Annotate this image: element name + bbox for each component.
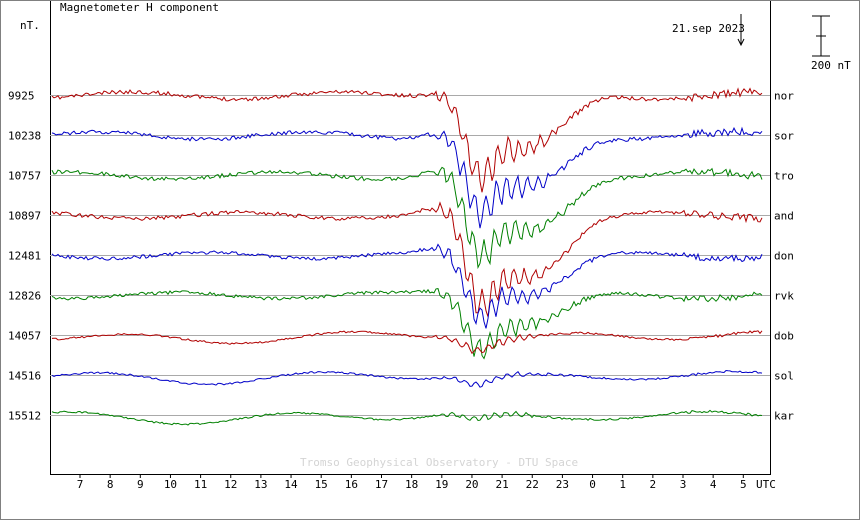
station-kar: kar: [774, 410, 794, 423]
plot-area: [50, 0, 771, 475]
trace-nor: [51, 87, 763, 193]
x-tick-label: 20: [465, 478, 478, 491]
station-and: and: [774, 210, 794, 223]
baseline-sol: 14516: [8, 370, 41, 383]
x-tick-label: 5: [740, 478, 747, 491]
trace-rvk: [51, 288, 763, 360]
x-tick-label: 8: [107, 478, 114, 491]
x-tick-label: 0: [589, 478, 596, 491]
x-tick-label: 9: [137, 478, 144, 491]
scale-label: 200 nT: [811, 59, 851, 72]
baseline-don: 12481: [8, 250, 41, 263]
baseline-tro: 10757: [8, 170, 41, 183]
x-axis: 7 8 9 10 11 12 13 14 15 16 17 18 19 20 21 22 23 0 1 2 3 4 5: [77, 474, 747, 491]
x-tick-label: 17: [375, 478, 388, 491]
baseline-dob: 14057: [8, 330, 41, 343]
station-don: don: [774, 250, 794, 263]
x-tick-label: 19: [435, 478, 448, 491]
baseline-rvk: 12826: [8, 290, 41, 303]
baseline-sor: 10238: [8, 130, 41, 143]
baseline-kar: 15512: [8, 410, 41, 423]
station-rvk: rvk: [774, 290, 794, 303]
x-tick-label: 14: [284, 478, 298, 491]
x-tick-label: 12: [224, 478, 237, 491]
station-dob: dob: [774, 330, 794, 343]
date-arrow: [737, 14, 745, 47]
trace-dob: [51, 330, 763, 355]
x-axis-label: UTC: [756, 478, 776, 491]
credit-text: Tromso Geophysical Observatory - DTU Spa…: [300, 456, 578, 469]
x-tick-label: 10: [164, 478, 177, 491]
scale-bar: [812, 15, 830, 57]
x-tick-label: 18: [405, 478, 418, 491]
station-labels: nor sor tro and don rvk dob sol kar: [774, 90, 794, 423]
station-sor: sor: [774, 130, 794, 143]
trace-and: [51, 201, 763, 317]
station-sol: sol: [774, 370, 794, 383]
trace-sol: [51, 369, 763, 388]
x-tick-label: 23: [556, 478, 569, 491]
x-tick-label: 2: [650, 478, 657, 491]
x-tick-label: 11: [194, 478, 207, 491]
trace-don: [51, 243, 763, 329]
x-tick-label: 4: [710, 478, 717, 491]
station-nor: nor: [774, 90, 794, 103]
traces: [51, 87, 763, 426]
x-tick-label: 3: [680, 478, 687, 491]
x-tick-label: 7: [77, 478, 84, 491]
x-tick-label: 13: [254, 478, 267, 491]
x-tick-label: 15: [315, 478, 328, 491]
date-label: 21.sep 2023: [672, 22, 745, 35]
x-tick-label: 1: [619, 478, 626, 491]
trace-kar: [51, 409, 763, 426]
baseline-nor: 9925: [8, 90, 35, 103]
x-tick-label: 22: [526, 478, 539, 491]
unit-label: nT.: [20, 19, 40, 32]
x-tick-label: 21: [495, 478, 508, 491]
x-tick-label: 16: [345, 478, 358, 491]
station-tro: tro: [774, 170, 794, 183]
trace-sor: [51, 126, 763, 229]
baseline-and: 10897: [8, 210, 41, 223]
chart-title: Magnetometer H component: [60, 1, 219, 14]
baseline-labels: 9925 10238 10757 10897 12481 12826 14057 14516 1…: [8, 90, 41, 423]
trace-tro: [51, 166, 763, 270]
